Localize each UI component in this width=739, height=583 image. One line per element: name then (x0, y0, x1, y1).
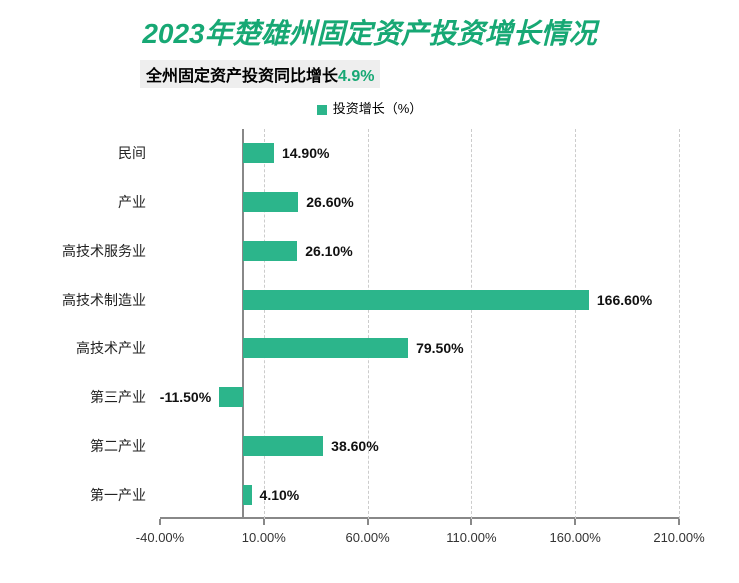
value-label: 4.10% (260, 487, 300, 503)
x-tick-mark (159, 519, 161, 525)
x-tick-label: -40.00% (136, 530, 184, 545)
grid-line (679, 129, 680, 519)
category-label: 高技术制造业 (62, 290, 146, 310)
value-label: 38.60% (331, 438, 378, 454)
legend: 投资增长（%） (0, 98, 739, 117)
x-tick-label: 10.00% (242, 530, 286, 545)
chart-area: -40.00%10.00%60.00%110.00%160.00%210.00%… (40, 129, 699, 559)
subtitle-value: 4.9% (338, 68, 374, 85)
x-tick-mark (574, 519, 576, 525)
subtitle-prefix: 全州固定资产投资同比增长 (146, 68, 338, 85)
bar-row: 产业26.60% (160, 192, 679, 212)
value-label: 79.50% (416, 340, 463, 356)
category-label: 第二产业 (90, 436, 146, 456)
grid-line (575, 129, 576, 519)
x-tick-label: 110.00% (446, 530, 496, 545)
category-label: 第一产业 (90, 485, 146, 505)
subtitle-container: 全州固定资产投资同比增长4.9% (140, 60, 739, 88)
category-label: 第三产业 (90, 387, 146, 407)
bar (243, 436, 323, 456)
bar-row: 第二产业38.60% (160, 436, 679, 456)
x-axis (160, 517, 679, 519)
y-axis (242, 129, 244, 519)
x-tick-label: 60.00% (346, 530, 390, 545)
x-tick-mark (678, 519, 680, 525)
value-label: -11.50% (160, 389, 211, 405)
plot-area: -40.00%10.00%60.00%110.00%160.00%210.00%… (160, 129, 679, 519)
category-label: 高技术服务业 (62, 241, 146, 261)
grid-line (264, 129, 265, 519)
x-tick-mark (263, 519, 265, 525)
bar-row: 高技术制造业166.60% (160, 290, 679, 310)
legend-swatch (317, 105, 327, 115)
category-label: 民间 (118, 143, 146, 163)
grid-line (368, 129, 369, 519)
legend-label: 投资增长（%） (333, 101, 423, 116)
value-label: 26.10% (305, 243, 352, 259)
category-label: 产业 (118, 192, 146, 212)
bar (243, 485, 252, 505)
bar-row: 高技术服务业26.10% (160, 241, 679, 261)
x-tick-mark (367, 519, 369, 525)
bar (243, 241, 297, 261)
bar (243, 143, 274, 163)
value-label: 26.60% (306, 194, 353, 210)
bar (243, 338, 408, 358)
bar-row: 高技术产业79.50% (160, 338, 679, 358)
chart-title: 2023年楚雄州固定资产投资增长情况 (0, 0, 739, 52)
x-tick-label: 210.00% (653, 530, 704, 545)
category-label: 高技术产业 (76, 338, 146, 358)
subtitle-badge: 全州固定资产投资同比增长4.9% (140, 60, 380, 88)
bar (243, 192, 298, 212)
value-label: 166.60% (597, 292, 652, 308)
bar (243, 290, 589, 310)
x-tick-mark (470, 519, 472, 525)
bar-row: 第三产业-11.50% (160, 387, 679, 407)
value-label: 14.90% (282, 145, 329, 161)
grid-line (471, 129, 472, 519)
bar-row: 第一产业4.10% (160, 485, 679, 505)
x-tick-label: 160.00% (550, 530, 601, 545)
bar (219, 387, 243, 407)
bar-row: 民间14.90% (160, 143, 679, 163)
